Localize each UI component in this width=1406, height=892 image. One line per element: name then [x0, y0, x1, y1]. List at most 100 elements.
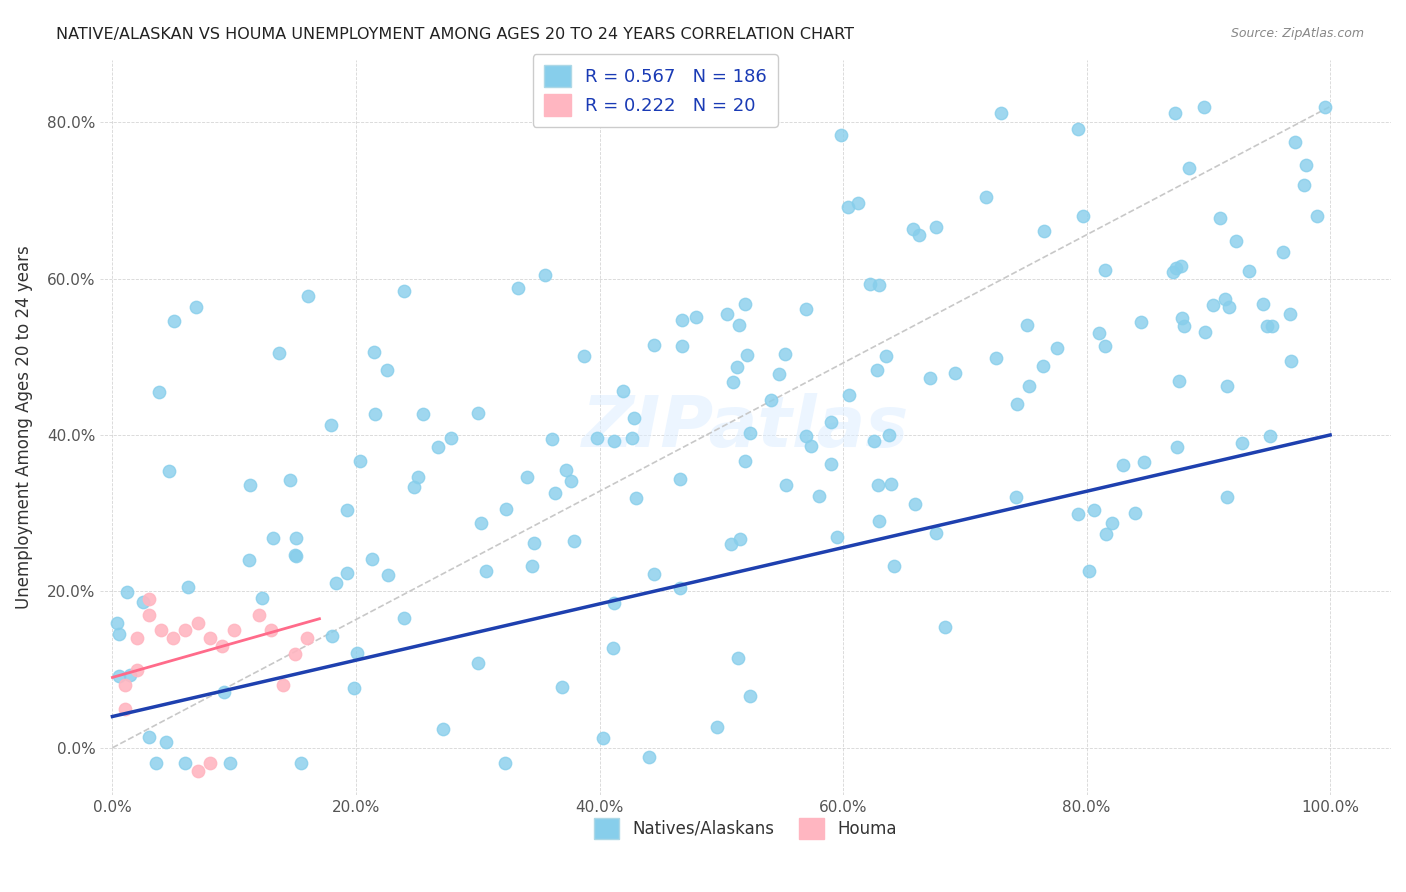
Point: [903, 221, 925, 235]
Point: [363, 407, 385, 421]
Point: [343, 681, 366, 695]
Point: [1094, 339, 1116, 353]
Point: [880, 477, 903, 491]
Point: [506, 281, 529, 295]
Point: [349, 454, 371, 468]
Point: [187, 615, 209, 630]
Text: ZIPatlas: ZIPatlas: [582, 392, 910, 462]
Point: [725, 360, 748, 375]
Point: [262, 531, 284, 545]
Point: [943, 366, 966, 380]
Point: [1032, 359, 1054, 374]
Point: [925, 220, 948, 235]
Point: [685, 310, 707, 324]
Point: [1004, 491, 1026, 505]
Point: [427, 440, 450, 454]
Point: [846, 196, 869, 211]
Point: [1083, 503, 1105, 517]
Point: [1237, 264, 1260, 278]
Point: [470, 516, 492, 530]
Point: [162, 632, 184, 646]
Point: [125, 632, 148, 646]
Legend: Natives/Alaskans, Houma: Natives/Alaskans, Houma: [588, 812, 904, 846]
Point: [267, 346, 290, 360]
Y-axis label: Unemployment Among Ages 20 to 24 years: Unemployment Among Ages 20 to 24 years: [15, 245, 32, 609]
Point: [800, 439, 823, 453]
Point: [1166, 440, 1188, 454]
Point: [602, 434, 624, 448]
Point: [515, 470, 537, 484]
Point: [115, 584, 138, 599]
Point: [974, 190, 997, 204]
Point: [325, 575, 347, 590]
Point: [668, 472, 690, 486]
Point: [706, 720, 728, 734]
Point: [1284, 135, 1306, 149]
Point: [1033, 223, 1056, 237]
Point: [720, 536, 742, 550]
Point: [1078, 564, 1101, 578]
Point: [520, 558, 543, 573]
Point: [838, 388, 860, 402]
Point: [440, 431, 463, 445]
Point: [1260, 319, 1282, 334]
Point: [883, 559, 905, 574]
Point: [198, 632, 221, 646]
Point: [145, 756, 167, 771]
Point: [297, 288, 319, 302]
Point: [375, 362, 398, 376]
Point: [1164, 106, 1187, 120]
Point: [163, 314, 186, 328]
Point: [138, 607, 160, 622]
Point: [551, 680, 574, 694]
Point: [1168, 375, 1191, 389]
Point: [284, 548, 307, 562]
Point: [735, 348, 758, 362]
Point: [1218, 300, 1240, 314]
Point: [475, 564, 498, 578]
Point: [105, 615, 128, 630]
Point: [734, 454, 756, 468]
Point: [118, 668, 141, 682]
Point: [297, 632, 319, 646]
Point: [1018, 379, 1040, 393]
Point: [239, 478, 262, 492]
Point: [773, 347, 796, 361]
Point: [107, 627, 129, 641]
Point: [1066, 508, 1088, 522]
Point: [198, 756, 221, 771]
Point: [157, 464, 180, 478]
Point: [671, 313, 693, 327]
Point: [260, 624, 283, 638]
Point: [1192, 99, 1215, 113]
Point: [278, 473, 301, 487]
Point: [866, 477, 889, 491]
Point: [212, 685, 235, 699]
Point: [875, 350, 897, 364]
Point: [671, 339, 693, 353]
Point: [467, 406, 489, 420]
Point: [1112, 458, 1135, 472]
Point: [1202, 297, 1225, 311]
Point: [862, 434, 884, 448]
Point: [211, 639, 233, 653]
Point: [592, 731, 614, 745]
Point: [1294, 178, 1316, 193]
Point: [1178, 161, 1201, 176]
Point: [794, 301, 817, 316]
Point: [138, 731, 160, 745]
Point: [402, 480, 425, 494]
Text: NATIVE/ALASKAN VS HOUMA UNEMPLOYMENT AMONG AGES 20 TO 24 YEARS CORRELATION CHART: NATIVE/ALASKAN VS HOUMA UNEMPLOYMENT AMO…: [56, 27, 855, 42]
Point: [377, 568, 399, 582]
Point: [728, 318, 751, 332]
Point: [907, 227, 929, 242]
Point: [623, 411, 645, 425]
Point: [1216, 379, 1239, 393]
Point: [1194, 326, 1216, 340]
Point: [319, 418, 342, 433]
Point: [432, 723, 454, 737]
Point: [406, 470, 429, 484]
Point: [1232, 436, 1254, 450]
Point: [727, 651, 749, 665]
Point: [1005, 397, 1028, 411]
